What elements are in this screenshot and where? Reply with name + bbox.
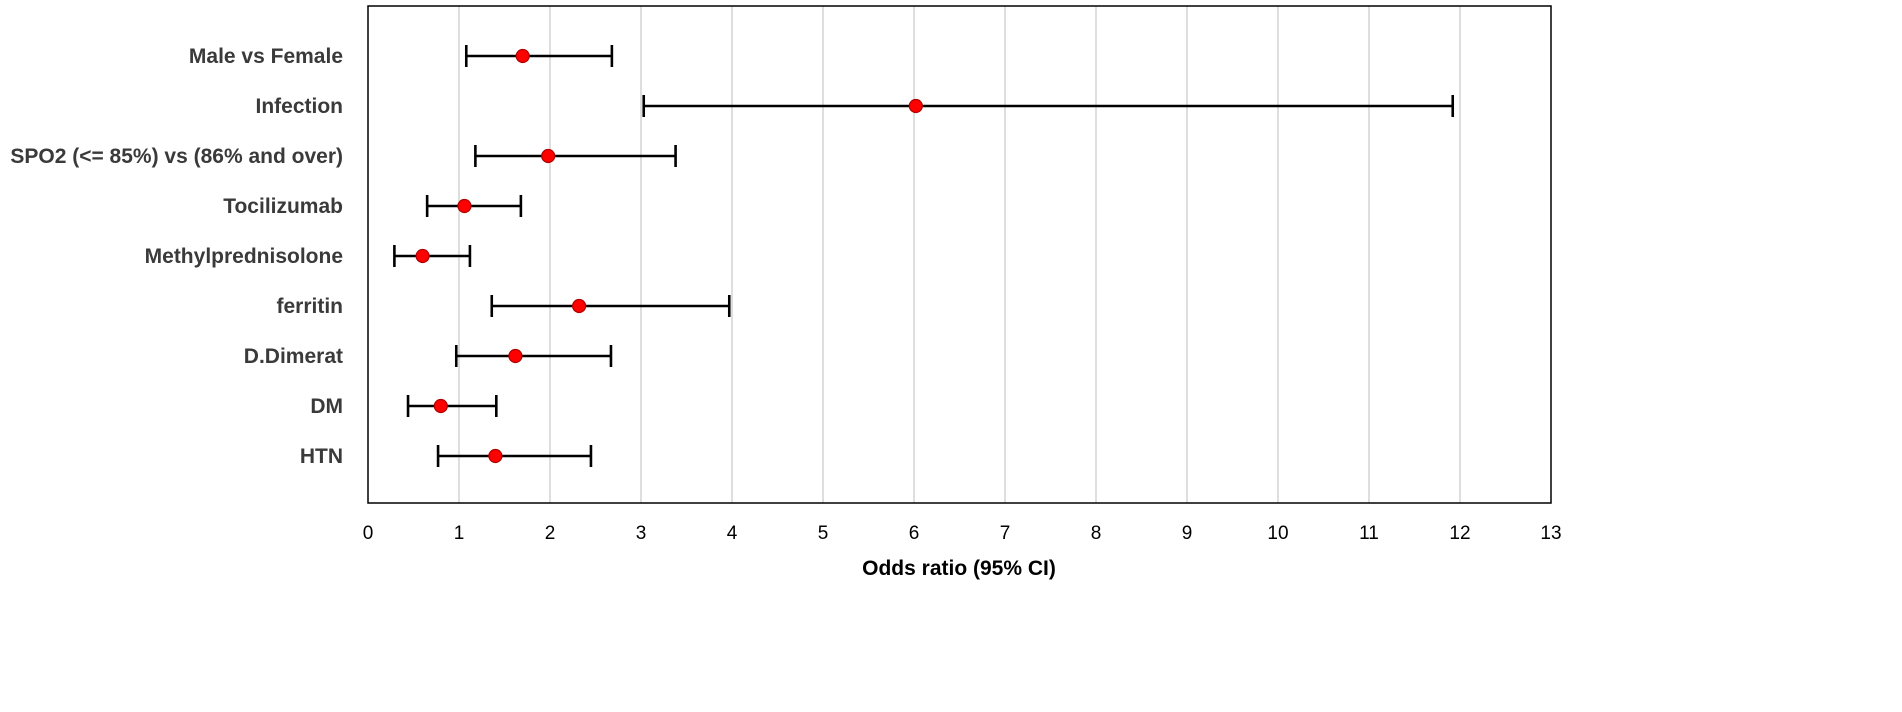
category-label: Male vs Female	[189, 45, 343, 68]
x-tick-label: 10	[1267, 523, 1288, 544]
gridlines	[458, 6, 1461, 503]
category-label: D.Dimerat	[244, 345, 343, 368]
x-tick-label: 0	[363, 523, 374, 544]
x-tick-label: 1	[454, 523, 465, 544]
odds-ratio-point	[488, 448, 503, 464]
x-tick-label: 13	[1540, 523, 1561, 544]
x-tick-label: 5	[818, 523, 829, 544]
forest-row	[436, 445, 593, 467]
x-axis-title: Odds ratio (95% CI)	[862, 557, 1056, 580]
odds-ratio-point	[908, 98, 923, 114]
x-tick-label: 11	[1359, 523, 1379, 544]
category-label: Tocilizumab	[223, 195, 343, 218]
category-label: ferritin	[276, 295, 343, 318]
category-label: HTN	[300, 445, 343, 468]
forest-row	[425, 195, 523, 217]
x-tick-label: 2	[545, 523, 556, 544]
category-label: Methylprednisolone	[145, 245, 343, 268]
odds-ratio-point	[457, 198, 472, 214]
x-tick-label: 9	[1182, 523, 1193, 544]
forest-row	[474, 145, 677, 167]
data-marks	[393, 45, 1455, 467]
x-tick-label: 12	[1449, 523, 1470, 544]
plot-frame	[367, 5, 1552, 504]
category-labels: Male vs Female Infection SPO2 (<= 85%) vs …	[10, 45, 343, 468]
x-tick-label: 8	[1091, 523, 1102, 544]
forest-row	[642, 95, 1455, 117]
x-tick-label: 3	[636, 523, 647, 544]
odds-ratio-point	[515, 48, 530, 64]
odds-ratio-point	[541, 148, 556, 164]
forest-row	[490, 295, 731, 317]
x-tick-label: 7	[1000, 523, 1011, 544]
x-tick-label: 4	[727, 523, 738, 544]
x-axis-ticks: 0 1 2 3 4 5 6 7 8 9 10 11 12 13	[363, 523, 1562, 544]
x-tick-label: 6	[909, 523, 920, 544]
forest-row	[406, 395, 498, 417]
category-label: SPO2 (<= 85%) vs (86% and over)	[10, 145, 343, 168]
forest-row	[464, 45, 614, 67]
odds-ratio-point	[415, 248, 430, 264]
forest-row	[393, 245, 472, 267]
odds-ratio-point	[508, 348, 523, 364]
category-label: Infection	[256, 95, 344, 118]
category-label: DM	[310, 395, 343, 418]
odds-ratio-point	[433, 398, 448, 414]
odds-ratio-point	[572, 298, 587, 314]
forest-row	[454, 345, 613, 367]
